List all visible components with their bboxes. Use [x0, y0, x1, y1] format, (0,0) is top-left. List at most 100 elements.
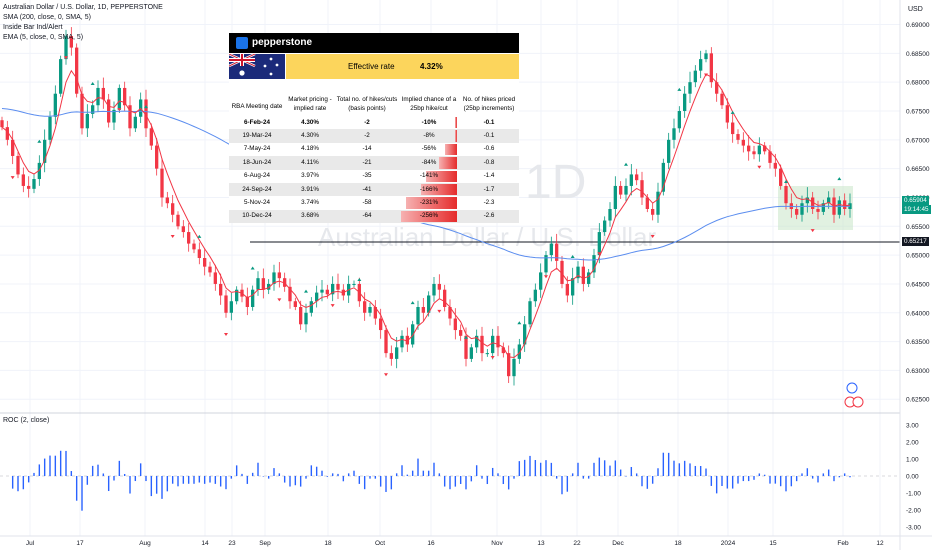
total-bps-cell: -41: [362, 185, 372, 193]
candle-body: [288, 286, 292, 302]
roc-bar: [587, 476, 590, 479]
inside-bar-marker: [37, 139, 42, 143]
roc-bar: [246, 476, 249, 484]
time-axis[interactable]: Jul 17 Aug 14 23 Sep 18 Oct 16 Nov 13 22 Dec 18 2024 15…: [26, 540, 884, 547]
roc-bar: [33, 472, 35, 476]
ema-5-line: [1, 69, 851, 359]
roc-histogram: [11, 450, 851, 511]
candle-body: [400, 335, 404, 348]
candle-body: [688, 82, 692, 94]
news-icons[interactable]: [844, 382, 864, 408]
candle-body: [715, 82, 719, 94]
candle-body: [421, 307, 425, 313]
time-tick-label: 12: [876, 540, 884, 547]
sma-200-legend[interactable]: SMA (200, close, 0, SMA, 5): [3, 14, 91, 21]
roc-bar: [459, 476, 462, 484]
candle-body: [629, 174, 633, 186]
us-flag-icon-2[interactable]: [852, 396, 864, 408]
candle-body: [496, 335, 500, 348]
candle-body: [123, 87, 127, 106]
roc-bar: [390, 476, 393, 490]
candle-body: [304, 312, 308, 325]
roc-bar: [374, 476, 377, 479]
roc-bar: [289, 476, 291, 487]
table-banner: pepperstone: [229, 33, 519, 53]
roc-bar: [129, 476, 131, 494]
ema-5-legend[interactable]: EMA (5, close, 0, SMA, 5): [3, 34, 84, 41]
roc-bar: [801, 473, 803, 476]
roc-axis[interactable]: 3.00 2.00 1.00 0.00 -1.00 -2.00 -3.00: [906, 423, 921, 532]
candle-body: [704, 53, 708, 60]
candle-body: [277, 272, 281, 279]
roc-bar: [699, 466, 702, 476]
roc-bar: [694, 465, 697, 476]
candle-body: [747, 145, 751, 152]
table-row: 6-Aug-24 3.97% -35 -141% -1.4: [229, 170, 519, 183]
meeting-date-cell: 6-Aug-24: [244, 172, 270, 180]
chart-title[interactable]: Australian Dollar / U.S. Dollar, 1D, PEP…: [3, 4, 163, 11]
roc-bar: [651, 476, 654, 484]
meeting-date-cell: 6-Feb-24: [244, 118, 270, 126]
candle-body: [219, 283, 223, 296]
roc-bar: [198, 476, 201, 483]
meeting-date-cell: 7-May-24: [243, 145, 271, 153]
roc-bar: [758, 473, 761, 476]
roc-legend[interactable]: ROC (2, close): [3, 417, 50, 424]
au-flag-icon[interactable]: [846, 382, 858, 394]
candle-body: [384, 330, 388, 354]
table-row: 24-Sep-24 3.91% -41 -166% -1.7: [229, 183, 519, 197]
price-tick-label: 0.65000: [906, 253, 930, 260]
roc-bar: [838, 476, 841, 478]
candle-body: [656, 191, 660, 215]
roc-bar: [113, 476, 115, 481]
candle-body: [645, 197, 649, 209]
roc-bar: [273, 468, 275, 476]
header-total-bps: Total no. of hikes/cuts (basis points): [336, 96, 398, 112]
inside-bar-marker: [90, 82, 95, 86]
candle-body: [59, 59, 63, 94]
inside-bar-marker: [277, 298, 282, 302]
candle-body: [459, 330, 463, 336]
roc-bar: [555, 476, 558, 479]
price-tick-label: 0.67500: [906, 109, 930, 116]
price-tick-label: 0.69000: [906, 22, 930, 29]
roc-bar: [363, 476, 366, 490]
candle-body: [437, 283, 441, 290]
inside-bar-marker: [730, 110, 735, 114]
roc-bar: [369, 476, 371, 479]
roc-bar: [497, 473, 499, 476]
candle-body: [256, 278, 260, 290]
roc-tick-label: 0.00: [906, 474, 919, 481]
roc-bar: [678, 463, 681, 476]
candle-body: [309, 301, 313, 313]
roc-bar: [139, 463, 142, 476]
roc-bar: [635, 473, 638, 476]
roc-tick-label: -1.00: [906, 491, 921, 498]
candle-body: [203, 258, 207, 267]
implied-rate-cell: 4.11%: [301, 158, 319, 166]
candle-body: [208, 266, 212, 273]
roc-bar: [507, 476, 510, 490]
candle-body: [453, 318, 457, 331]
time-tick-label: 23: [228, 540, 236, 547]
candle-body: [0, 120, 4, 128]
roc-bar: [795, 476, 798, 482]
inside-bar-marker: [597, 252, 602, 256]
chance-bar: [406, 197, 457, 209]
candle-body: [432, 283, 436, 296]
candle-body: [560, 260, 564, 284]
candle-body: [811, 197, 815, 209]
roc-bar: [406, 474, 409, 476]
roc-bar: [454, 476, 457, 487]
roc-tick-label: -3.00: [906, 525, 921, 532]
candle-body: [235, 289, 239, 302]
candle-body: [683, 93, 687, 111]
currency-label[interactable]: USD: [908, 6, 923, 13]
inside-bar-marker: [544, 275, 548, 279]
time-tick-label: 14: [201, 540, 209, 547]
price-axis[interactable]: 0.69000 0.68500 0.68000 0.67500 0.67000 0.665…: [906, 22, 930, 404]
implied-rate-cell: 4.18%: [301, 145, 319, 153]
inside-bar-marker: [250, 266, 255, 270]
inside-bar-legend[interactable]: Inside Bar Ind/Alert: [3, 24, 63, 31]
